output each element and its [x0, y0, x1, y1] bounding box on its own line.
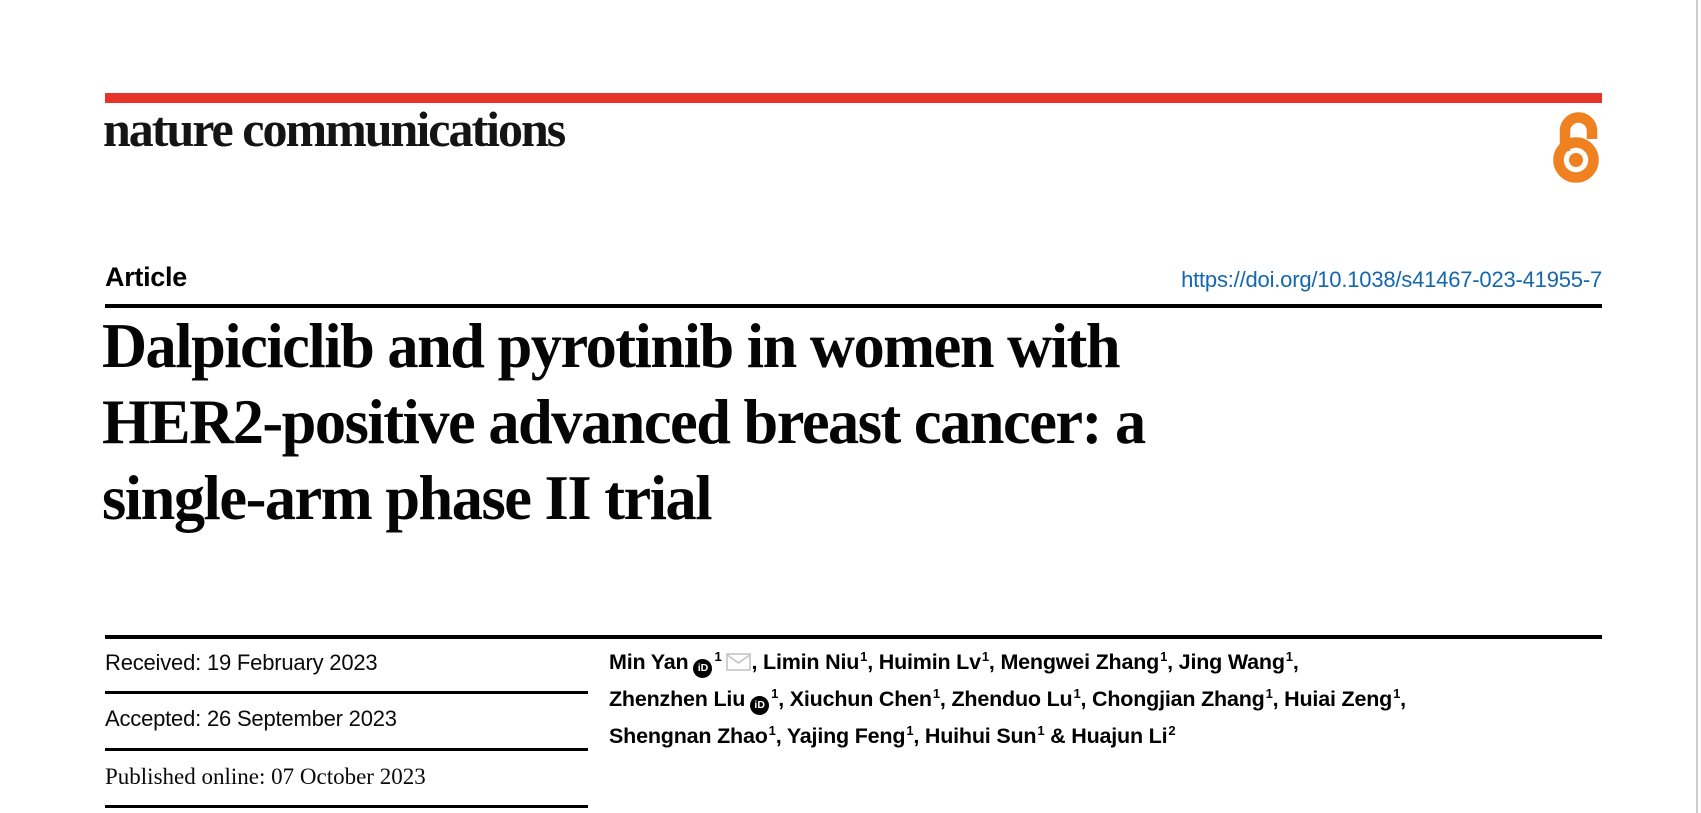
- doi-link[interactable]: https://doi.org/10.1038/s41467-023-41955…: [1181, 267, 1602, 292]
- published-label: Published online:: [105, 764, 266, 789]
- author-name: ,: [1400, 687, 1406, 711]
- author-name: & Huajun Li: [1044, 724, 1168, 748]
- author-name: ,: [1292, 650, 1299, 674]
- article-title-line: Dalpiciclib and pyrotinib in women with: [102, 311, 1121, 381]
- author-name: , Limin Niu: [751, 650, 860, 674]
- author-affiliation-sup: 1: [771, 686, 779, 701]
- accepted-value: 26 September 2023: [206, 706, 397, 731]
- email-icon[interactable]: [726, 653, 752, 671]
- author-affiliation-sup: 1: [1037, 723, 1045, 738]
- article-type-label: Article: [105, 262, 187, 292]
- author-affiliation-sup: 1: [1073, 686, 1081, 701]
- author-name: , Xiuchun Chen: [778, 687, 932, 711]
- journal-logo: nature communications: [103, 101, 566, 157]
- author-affiliation-sup: 1: [1393, 686, 1401, 701]
- author-list: Min Yan iD1, Limin Niu1, Huimin Lv1, Meng…: [609, 645, 1569, 756]
- author-name: , Chongjian Zhang: [1080, 687, 1265, 711]
- timeline-divider: [105, 805, 588, 808]
- published-value: 07 October 2023: [271, 764, 426, 789]
- author-affiliation-sup: 1: [932, 686, 940, 701]
- accepted-date-row: Accepted: 26 September 2023: [105, 706, 397, 732]
- author-affiliation-sup: 1: [714, 649, 722, 664]
- open-access-lock-icon: [1551, 107, 1605, 188]
- author-line: Min Yan iD1, Limin Niu1, Huimin Lv1, Meng…: [609, 645, 1569, 682]
- timeline-divider: [105, 748, 588, 751]
- author-affiliation-sup: 1: [1285, 649, 1293, 664]
- timeline-divider: [105, 691, 588, 694]
- author-affiliation-sup: 1: [860, 649, 868, 664]
- article-title-line: HER2-positive advanced breast cancer: a: [102, 387, 1146, 457]
- received-value: 19 February 2023: [206, 650, 378, 675]
- header-divider: [105, 304, 1602, 308]
- section-divider: [105, 635, 1602, 639]
- author-affiliation-sup: 1: [906, 723, 914, 738]
- orcid-icon[interactable]: iD: [693, 659, 713, 678]
- masthead-red-bar: [105, 93, 1602, 103]
- author-line: Shengnan Zhao1, Yajing Feng1, Huihui Sun…: [609, 719, 1569, 756]
- received-date-row: Received: 19 February 2023: [105, 650, 378, 676]
- author-name: , Yajing Feng: [775, 724, 906, 748]
- author-name: , Zhenduo Lu: [939, 687, 1073, 711]
- author-name: Min Yan: [609, 650, 689, 674]
- author-name: Zhenzhen Liu: [609, 687, 746, 711]
- author-name: , Mengwei Zhang: [988, 650, 1160, 674]
- author-name: Shengnan Zhao: [609, 724, 768, 748]
- author-affiliation-sup: 1: [1160, 649, 1168, 664]
- author-name: , Huihui Sun: [913, 724, 1037, 748]
- author-name: , Huiai Zeng: [1272, 687, 1393, 711]
- author-name: , Jing Wang: [1167, 650, 1285, 674]
- accepted-label: Accepted:: [105, 706, 202, 731]
- received-label: Received:: [105, 650, 202, 675]
- author-affiliation-sup: 1: [981, 649, 989, 664]
- author-line: Zhenzhen Liu iD1, Xiuchun Chen1, Zhenduo …: [609, 682, 1569, 719]
- article-title-line: single-arm phase II trial: [102, 463, 713, 533]
- author-affiliation-sup: 1: [768, 723, 776, 738]
- author-affiliation-sup: 1: [1265, 686, 1273, 701]
- page-right-border: [1696, 0, 1698, 813]
- author-name: , Huimin Lv: [867, 650, 981, 674]
- published-date-row: Published online: 07 October 2023: [105, 764, 426, 790]
- article-title: Dalpiciclib and pyrotinib in women with …: [102, 308, 1146, 536]
- orcid-icon[interactable]: iD: [750, 696, 770, 715]
- author-affiliation-sup: 2: [1168, 723, 1176, 738]
